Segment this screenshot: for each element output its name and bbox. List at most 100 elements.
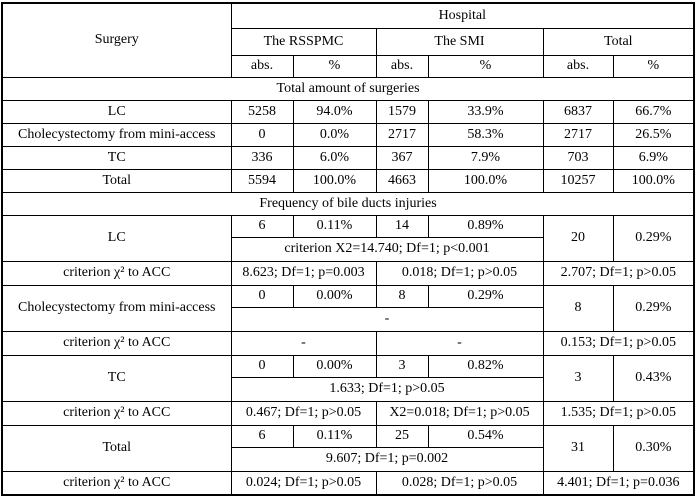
data-cell: 2717 [542,122,614,147]
data-cell: 0 [230,284,294,308]
acc-cell: X2=0.018; Df=1; p>0.05 [375,400,544,426]
data-cell: 0.30% [612,424,695,472]
data-cell: 31 [542,424,614,472]
row-label: LC [1,214,232,262]
data-cell: 6 [230,214,294,238]
data-cell: 6.0% [292,145,377,170]
criterion-acc-label: criterion χ² to ACC [1,260,232,286]
s2-total-acc-row: criterion χ² to ACC 0.024; Df=1; p>0.05 … [1,470,695,496]
data-cell: 703 [542,145,614,170]
row-label: TC [1,354,232,402]
row-label: Total [1,424,232,472]
section1-title: Total amount of surgeries [1,76,695,101]
s2-tc-criterion-row: 1.633; Df=1; p>0.05 [2,376,694,402]
s2-mini-access-criterion-row: - [2,306,694,332]
s2-lc-criterion-row: criterion X2=14.740; Df=1; p<0.001 [2,236,694,262]
row-label: LC [1,99,232,124]
data-cell: 1579 [375,99,429,124]
acc-cell: 4.401; Df=1; p=0.036 [542,470,695,496]
data-cell: 26.5% [612,122,695,147]
data-cell: 66.7% [612,99,695,124]
criterion-span-cell: - [230,306,544,332]
data-cell: 5258 [230,99,294,124]
criterion-acc-label: criterion χ² to ACC [1,470,232,496]
data-cell: 100.0% [292,168,377,193]
s2-mini-access-data-row: Cholecystectomy from mini-access 0 0.00%… [1,284,695,332]
data-cell: 0.29% [612,284,695,332]
acc-cell: 0.024; Df=1; p>0.05 [230,470,377,496]
data-cell: 5594 [230,168,294,193]
criterion-span-cell: 1.633; Df=1; p>0.05 [230,376,544,402]
criterion-acc-label: criterion χ² to ACC [1,330,232,356]
acc-cell: - [375,330,544,356]
section2-title: Frequency of bile ducts injuries [1,191,695,216]
data-cell: 3 [542,354,614,402]
data-cell: 100.0% [427,168,544,193]
header-abs-total: abs. [542,54,614,78]
data-cell: 0.54% [427,424,544,448]
data-cell: 10257 [542,168,614,193]
data-cell: 2717 [375,122,429,147]
header-pct-total: % [612,54,695,78]
s1-row-lc: LC 5258 94.0% 1579 33.9% 6837 66.7% [1,99,695,124]
row-label: Total [1,168,232,193]
header-row-measures: abs. % abs. % abs. % [2,54,695,78]
section1-title-row: Total amount of surgeries [1,76,695,101]
header-group-smi: The SMI [375,27,544,56]
row-label: Cholecystectomy from mini-access [1,122,232,147]
header-row-hospital: Surgery Hospital [1,2,695,78]
data-cell: 7.9% [427,145,544,170]
row-label: TC [1,145,232,170]
data-cell: 4663 [375,168,429,193]
data-cell: 0.00% [292,284,377,308]
acc-cell: 2.707; Df=1; p>0.05 [542,260,695,286]
header-pct-smi: % [427,54,544,78]
data-cell: 0.11% [292,424,377,448]
header-row-groups: The RSSPMC The SMI Total [2,27,695,56]
acc-cell: 0.467; Df=1; p>0.05 [230,400,377,426]
data-cell: 336 [230,145,294,170]
s2-lc-data-row: LC 6 0.11% 14 0.89% 20 0.29% [1,214,695,262]
data-cell: 8 [375,284,429,308]
s2-tc-acc-row: criterion χ² to ACC 0.467; Df=1; p>0.05 … [1,400,695,426]
s1-row-total: Total 5594 100.0% 4663 100.0% 10257 100.… [1,168,695,193]
acc-cell: 0.153; Df=1; p>0.05 [542,330,695,356]
data-cell: 3 [375,354,429,378]
data-cell: 0.11% [292,214,377,238]
data-cell: 94.0% [292,99,377,124]
data-cell: 0.43% [612,354,695,402]
data-cell: 0.00% [292,354,377,378]
header-abs-rsspmc: abs. [230,54,294,78]
s2-tc-data-row: TC 0 0.00% 3 0.82% 3 0.43% [1,354,695,402]
acc-cell: 0.028; Df=1; p>0.05 [375,470,544,496]
data-cell: 14 [375,214,429,238]
s2-mini-access-acc-row: criterion χ² to ACC - - 0.153; Df=1; p>0… [1,330,695,356]
s1-row-tc: TC 336 6.0% 367 7.9% 703 6.9% [1,145,695,170]
data-cell: 0.29% [427,284,544,308]
data-cell: 0.89% [427,214,544,238]
s2-total-data-row: Total 6 0.11% 25 0.54% 31 0.30% [1,424,695,472]
acc-cell: - [230,330,377,356]
data-cell: 58.3% [427,122,544,147]
s2-lc-acc-row: criterion χ² to ACC 8.623; Df=1; p=0.003… [1,260,695,286]
data-cell: 367 [375,145,429,170]
header-abs-smi: abs. [375,54,429,78]
data-cell: 0 [230,354,294,378]
criterion-acc-label: criterion χ² to ACC [1,400,232,426]
data-cell: 20 [542,214,614,262]
s1-row-mini-access: Cholecystectomy from mini-access 0 0.0% … [1,122,695,147]
section2-title-row: Frequency of bile ducts injuries [1,191,695,216]
header-group-total: Total [542,27,695,56]
data-cell: 25 [375,424,429,448]
data-cell: 0 [230,122,294,147]
row-label: Cholecystectomy from mini-access [1,284,232,332]
data-cell: 6837 [542,99,614,124]
header-pct-rsspmc: % [292,54,377,78]
acc-cell: 1.535; Df=1; p>0.05 [542,400,695,426]
data-cell: 0.0% [292,122,377,147]
criterion-span-cell: criterion X2=14.740; Df=1; p<0.001 [230,236,544,262]
header-group-rsspmc: The RSSPMC [230,27,377,56]
acc-cell: 8.623; Df=1; p=0.003 [230,260,377,286]
